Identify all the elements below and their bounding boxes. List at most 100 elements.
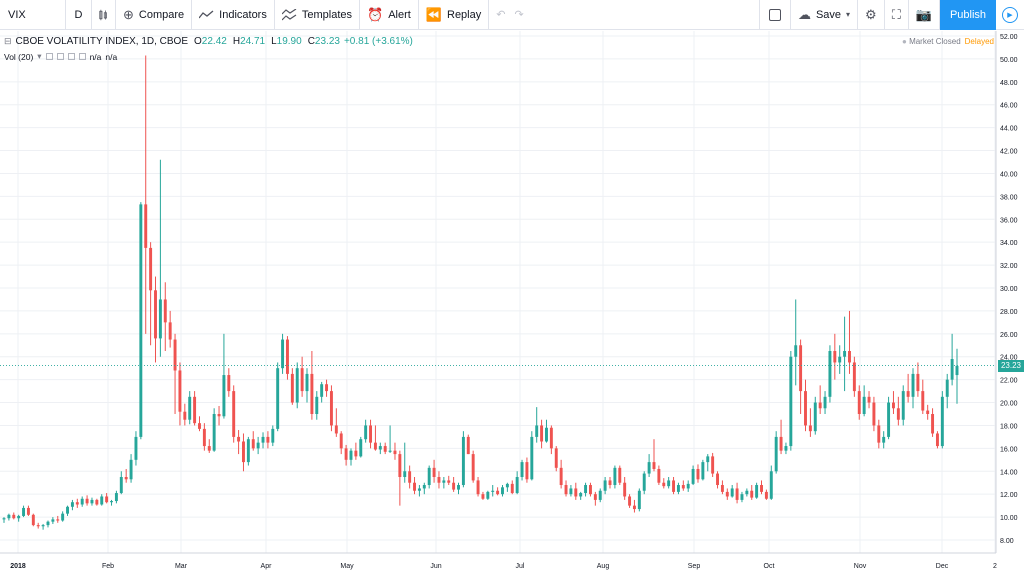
candle-body	[481, 494, 485, 499]
candle-body	[491, 490, 495, 492]
candle-body	[867, 396, 871, 403]
candle-body	[163, 299, 167, 323]
candle-body	[696, 468, 700, 480]
candle-body	[90, 499, 94, 504]
redo-icon[interactable]: ↷	[514, 9, 524, 21]
candle-body	[628, 496, 632, 506]
bars-icon	[99, 9, 107, 20]
candle-body	[437, 477, 441, 483]
time-tick-label: Apr	[261, 563, 273, 570]
candle-body	[193, 396, 197, 424]
candlestick-chart[interactable]: 52.00 50.00 48.00 46.00 44.00 42.00 40.00 38.00…	[0, 31, 1024, 573]
candle-body	[56, 519, 60, 521]
candle-body	[158, 299, 162, 339]
collapse-icon[interactable]: ⊟	[4, 36, 12, 46]
candle-body	[329, 391, 333, 426]
save-button[interactable]: ☁ Save ▾	[789, 0, 859, 30]
time-tick-label: Sep	[688, 563, 701, 570]
bar-style-button[interactable]	[92, 0, 116, 30]
candle-body	[676, 485, 680, 492]
price-tick-label: 30.00	[1000, 286, 1018, 293]
candle-body	[271, 428, 275, 443]
time-tick-label: Aug	[597, 563, 610, 570]
fullscreen-icon: ⛶	[891, 6, 901, 22]
undo-icon[interactable]: ↶	[496, 9, 506, 21]
templates-button[interactable]: Templates	[275, 0, 360, 30]
candle-body	[295, 368, 299, 403]
candle-body	[344, 448, 348, 460]
volume-more-icon[interactable]	[78, 53, 86, 60]
compare-button[interactable]: ⊕ Compare	[116, 0, 193, 30]
candle-body	[354, 450, 358, 457]
candle-body	[618, 467, 622, 483]
candle-body	[642, 473, 646, 491]
candle-body	[735, 488, 739, 500]
volume-eye-icon[interactable]	[45, 53, 53, 60]
price-tick-label: 14.00	[1000, 469, 1018, 476]
layout-square-icon	[768, 8, 781, 21]
candle-body	[945, 379, 949, 397]
candle-body	[530, 436, 534, 480]
candle-body	[745, 490, 749, 495]
candle-body	[662, 482, 666, 487]
snapshot-button[interactable]: 📷	[909, 0, 940, 30]
candle-body	[139, 204, 143, 437]
volume-legend: Vol (20) ▾ n/a n/a	[4, 51, 117, 62]
candle-body	[452, 482, 456, 490]
legend-close: 23.23	[314, 36, 340, 47]
time-tick-label: 2018	[10, 563, 26, 570]
price-tick-label: 26.00	[1000, 332, 1018, 339]
candle-body	[681, 485, 685, 489]
candle-body	[510, 483, 514, 494]
publish-button[interactable]: Publish	[940, 0, 996, 30]
stream-button[interactable]: ▶	[996, 0, 1024, 30]
symbol-search[interactable]: VIX	[0, 0, 66, 30]
candle-body	[305, 373, 309, 392]
alert-button[interactable]: ⏰ Alert	[360, 0, 419, 30]
layout-button[interactable]	[758, 0, 790, 30]
candle-body	[579, 493, 583, 497]
alert-icon: ⏰	[367, 6, 384, 22]
candle-body	[471, 454, 475, 481]
replay-button[interactable]: ⏪ Replay	[419, 0, 490, 30]
candle-body	[36, 525, 40, 527]
candle-body	[378, 446, 382, 450]
candle-body	[129, 459, 133, 480]
candle-body	[134, 436, 138, 460]
price-tick-label: 24.00	[1000, 355, 1018, 362]
interval-button[interactable]: D	[66, 0, 92, 30]
price-tick-label: 36.00	[1000, 217, 1018, 224]
volume-close-icon[interactable]	[67, 53, 75, 60]
candle-body	[442, 480, 446, 483]
fullscreen-button[interactable]: ⛶	[885, 0, 909, 30]
candle-body	[51, 519, 55, 522]
chart-legend: ⊟ CBOE VOLATILITY INDEX, 1D, CBOE O 22.42…	[4, 36, 413, 47]
volume-settings-icon[interactable]	[56, 53, 64, 60]
candle-body	[198, 423, 201, 429]
candle-body	[114, 493, 118, 502]
candle-body	[12, 514, 16, 519]
time-tick-label: Feb	[102, 563, 114, 570]
save-cloud-icon: ☁	[797, 6, 811, 22]
price-tick-label: 52.00	[1000, 34, 1018, 41]
compare-icon: ⊕	[123, 6, 134, 22]
candle-body	[657, 468, 661, 483]
market-status: ● Market Closed Delayed	[901, 37, 994, 46]
candle-body	[61, 513, 65, 521]
candle-body	[466, 436, 470, 455]
candle-body	[637, 490, 641, 510]
candle-body	[955, 365, 959, 376]
candle-body	[906, 391, 910, 397]
candle-body	[285, 339, 289, 374]
candle-body	[2, 518, 6, 520]
time-tick-label: May	[340, 563, 354, 570]
candle-body	[417, 488, 421, 491]
indicators-button[interactable]: Indicators	[192, 0, 275, 30]
volume-chevron-icon[interactable]: ▾	[37, 51, 42, 61]
settings-button[interactable]: ⚙	[858, 0, 885, 30]
candle-body	[26, 507, 30, 515]
candle-body	[667, 480, 671, 487]
candle-body	[804, 391, 807, 426]
candle-body	[246, 439, 250, 463]
candle-body	[603, 480, 607, 491]
